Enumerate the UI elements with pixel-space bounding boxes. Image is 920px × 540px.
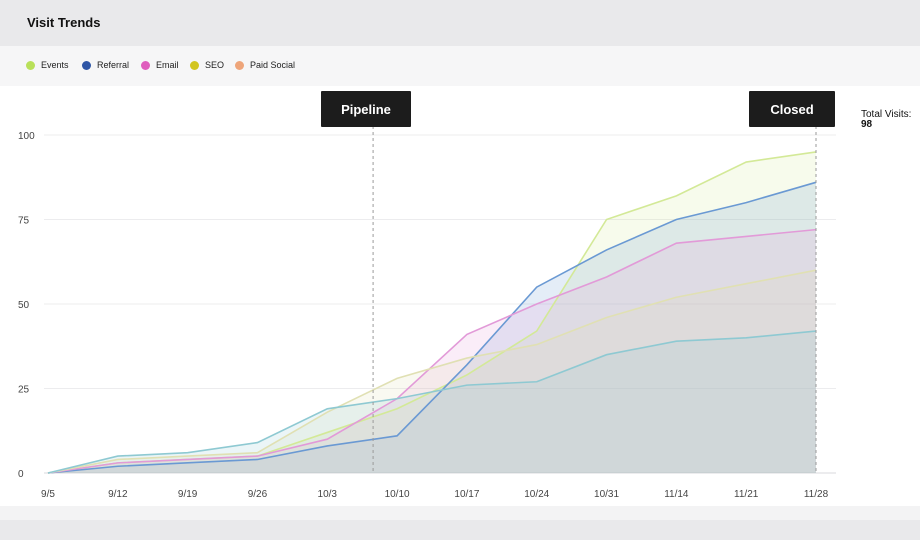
legend-label: Email [156,60,179,70]
series-area-paid-social [48,331,816,473]
chart-svg: 0 25 50 75 100 9/5 9/12 9/19 9/26 10/3 10/10 10/17 1… [18,91,836,500]
series-area-events [48,151,816,473]
x-tick-label: 11/28 [804,489,829,500]
marker-label-pipeline: Pipeline [341,102,391,117]
x-tick-label: 10/3 [318,489,338,500]
x-tick-label: 10/24 [524,489,549,500]
series-area-email [48,229,816,473]
series-line-paid-social [47,330,817,474]
legend-label: Referral [97,60,130,70]
x-tick-label: 10/31 [594,489,619,500]
total-visits-value: 98 [861,119,873,130]
x-tick-label: 9/19 [178,489,198,500]
legend-label: Events [41,60,69,70]
y-tick-label: 100 [18,131,35,142]
header: Visit Trends [0,0,920,46]
plot-area: 0 25 50 75 100 9/5 9/12 9/19 9/26 10/3 10/10 10/17 1… [0,86,920,506]
legend-item-seo[interactable]: SEO [190,60,224,70]
x-tick-label: 11/21 [734,489,759,500]
series-line-referral [47,181,817,474]
legend-item-email[interactable]: Email [141,60,179,70]
x-tick-label: 11/14 [664,489,689,500]
series-line-email [47,228,817,474]
legend-item-paid-social[interactable]: Paid Social [235,60,295,70]
legend-dot-icon [82,60,91,70]
x-tick-label: 9/12 [108,489,128,500]
legend-dot-icon [26,60,35,70]
x-tick-label: 9/26 [248,489,268,500]
x-tick-label: 10/17 [454,489,479,500]
total-visits: Total Visits: 98 [861,110,911,130]
x-tick-label: 10/10 [385,489,410,500]
marker-label-box [749,91,835,127]
series-area-seo [48,270,816,473]
x-tick-label: 9/5 [41,489,55,500]
series-area-referral [48,182,816,473]
marker-label-box [321,91,411,127]
total-visits-label: Total Visits: [861,109,912,120]
marker-label-closed: Closed [770,102,813,117]
legend-dot-icon [141,60,150,70]
series-line-seo [47,269,817,474]
page-title: Visit Trends [27,15,101,30]
legend-label: Paid Social [250,60,296,70]
y-tick-label: 25 [18,385,30,396]
legend-dot-icon [190,60,199,70]
y-tick-label: 0 [18,469,24,480]
legend: Events Referral Email SEO Paid Social [0,46,920,86]
legend-item-referral[interactable]: Referral [82,60,129,70]
y-tick-label: 50 [18,300,30,311]
legend-item-events[interactable]: Events [26,60,69,70]
legend-label: SEO [205,60,225,70]
y-tick-label: 75 [18,216,30,227]
legend-dot-icon [235,60,244,70]
footer-bar [0,520,920,540]
